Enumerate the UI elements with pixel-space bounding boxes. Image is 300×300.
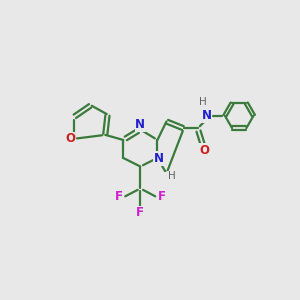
- Text: F: F: [136, 206, 144, 219]
- Text: N: N: [154, 152, 164, 165]
- Text: F: F: [158, 190, 166, 203]
- Text: F: F: [114, 190, 122, 203]
- Text: O: O: [200, 144, 210, 157]
- Text: H: H: [199, 97, 207, 107]
- Text: H: H: [168, 171, 176, 181]
- Text: N: N: [135, 118, 146, 131]
- Text: O: O: [65, 132, 75, 145]
- Text: N: N: [202, 109, 212, 122]
